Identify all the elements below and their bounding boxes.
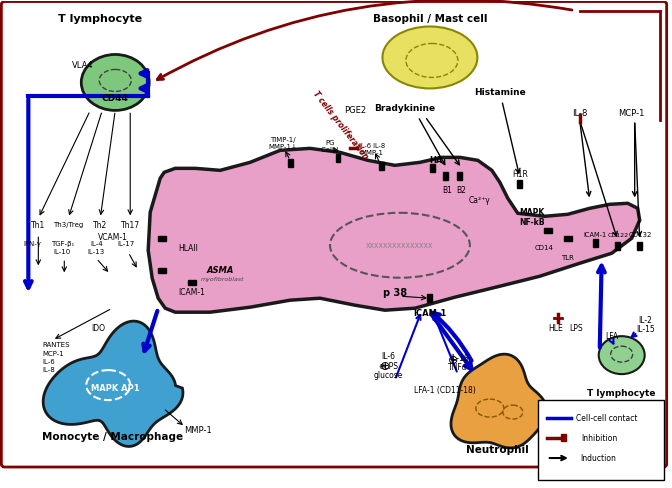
Text: RANTES: RANTES [42, 342, 70, 348]
Bar [288, 160, 292, 167]
Text: MMP-1: MMP-1 [184, 426, 212, 434]
Text: LFA-1 (CD11-18): LFA-1 (CD11-18) [414, 386, 476, 395]
Polygon shape [43, 321, 183, 447]
Text: ⊕LPS: ⊕LPS [378, 362, 398, 370]
Bar [158, 236, 166, 241]
Text: TNFα: TNFα [448, 363, 468, 372]
Text: Th1: Th1 [31, 221, 46, 230]
Text: IL-6: IL-6 [42, 359, 55, 365]
Text: MAPK
NF-kB: MAPK NF-kB [519, 207, 544, 227]
Bar [335, 154, 341, 163]
Bar [560, 434, 566, 441]
Text: TIMP-1/: TIMP-1/ [270, 138, 296, 143]
Text: IL-8: IL-8 [42, 367, 55, 373]
Text: CD14: CD14 [534, 245, 553, 251]
Text: PGE2: PGE2 [344, 106, 366, 115]
Text: p 38: p 38 [383, 288, 407, 298]
Text: Histamine: Histamine [474, 88, 526, 97]
Text: Coll I: Coll I [321, 147, 339, 153]
Ellipse shape [382, 26, 477, 88]
Text: Monocyte / Macrophage: Monocyte / Macrophage [42, 432, 183, 442]
Bar [444, 172, 448, 181]
Text: IL-10: IL-10 [54, 249, 71, 255]
Bar [564, 236, 572, 241]
Bar [380, 163, 384, 170]
Ellipse shape [599, 336, 644, 374]
Text: IL-4: IL-4 [90, 241, 103, 247]
Text: MCP-1: MCP-1 [42, 351, 64, 357]
Text: TLR: TLR [561, 255, 574, 261]
Text: xxxxxxxxxxxxxxx: xxxxxxxxxxxxxxx [366, 241, 433, 250]
Text: MAPK AP1: MAPK AP1 [91, 384, 140, 393]
Text: IFN-γ: IFN-γ [24, 241, 41, 247]
Text: ICAM-1: ICAM-1 [583, 232, 606, 238]
Text: Th17: Th17 [121, 221, 140, 230]
Polygon shape [149, 148, 640, 312]
Text: ⊕: ⊕ [448, 354, 458, 366]
Bar [458, 172, 462, 181]
Text: IL-15: IL-15 [636, 325, 655, 334]
Text: MMP-1: MMP-1 [360, 150, 384, 156]
Text: Ca²⁺γ: Ca²⁺γ [469, 196, 491, 205]
Text: IL-6: IL-6 [381, 352, 395, 361]
Text: ICAM-1: ICAM-1 [413, 309, 447, 318]
FancyBboxPatch shape [538, 400, 664, 480]
Text: B2: B2 [456, 186, 466, 195]
Text: VCAM-1: VCAM-1 [98, 233, 128, 242]
Text: VLA4: VLA4 [71, 61, 93, 70]
Text: IL-13: IL-13 [87, 249, 105, 255]
Text: B1: B1 [442, 186, 452, 195]
Text: Th2: Th2 [93, 221, 108, 230]
Text: ICAM-1: ICAM-1 [179, 288, 206, 297]
Text: CD44: CD44 [101, 94, 128, 103]
Text: CD132: CD132 [629, 232, 653, 238]
Text: Cell-cell contact: Cell-cell contact [576, 413, 638, 423]
Text: LPS: LPS [569, 324, 583, 333]
Text: IL-2: IL-2 [638, 316, 653, 325]
Text: HLAII: HLAII [178, 244, 198, 253]
Bar [544, 228, 552, 233]
Text: TGF-β₁: TGF-β₁ [50, 241, 74, 247]
Bar [430, 164, 435, 172]
Bar [637, 242, 642, 250]
Text: H1R: H1R [512, 170, 528, 179]
Polygon shape [451, 354, 546, 448]
Ellipse shape [81, 55, 149, 110]
Text: T lymphocyte: T lymphocyte [58, 14, 142, 23]
Bar [188, 280, 196, 285]
Text: Induction: Induction [580, 453, 616, 463]
Text: Basophil / Mast cell: Basophil / Mast cell [373, 14, 487, 23]
Text: T lymphocyte: T lymphocyte [587, 388, 656, 398]
Text: HLE: HLE [548, 324, 563, 333]
Text: IL-1β: IL-1β [450, 354, 469, 363]
Text: Th3/Treg: Th3/Treg [53, 222, 83, 228]
Text: glucose: glucose [373, 370, 403, 380]
Bar [427, 294, 432, 302]
Text: LFA: LFA [605, 332, 618, 341]
Bar [615, 242, 620, 250]
Bar [593, 239, 598, 247]
Text: ⊕: ⊕ [380, 360, 390, 373]
Bar [517, 181, 522, 188]
Bar [158, 268, 166, 273]
Text: Neutrophil: Neutrophil [466, 445, 530, 455]
Text: T cells proliferation: T cells proliferation [310, 90, 370, 161]
Text: IL-17: IL-17 [118, 241, 135, 247]
Text: myofibroblast: myofibroblast [200, 277, 244, 282]
Text: IL-6 IL-8: IL-6 IL-8 [359, 143, 385, 149]
Text: MMP-1↓: MMP-1↓ [269, 144, 298, 150]
Text: IL-8: IL-8 [572, 109, 587, 118]
Text: MCP-1: MCP-1 [618, 109, 645, 118]
Text: PG: PG [325, 141, 335, 146]
Text: ASMA: ASMA [206, 266, 234, 275]
Text: Inhibition: Inhibition [581, 433, 618, 443]
Text: CD122: CD122 [607, 233, 628, 238]
Text: IDO: IDO [91, 324, 106, 333]
Text: Bradykinine: Bradykinine [374, 104, 435, 113]
Text: HA: HA [429, 156, 443, 165]
